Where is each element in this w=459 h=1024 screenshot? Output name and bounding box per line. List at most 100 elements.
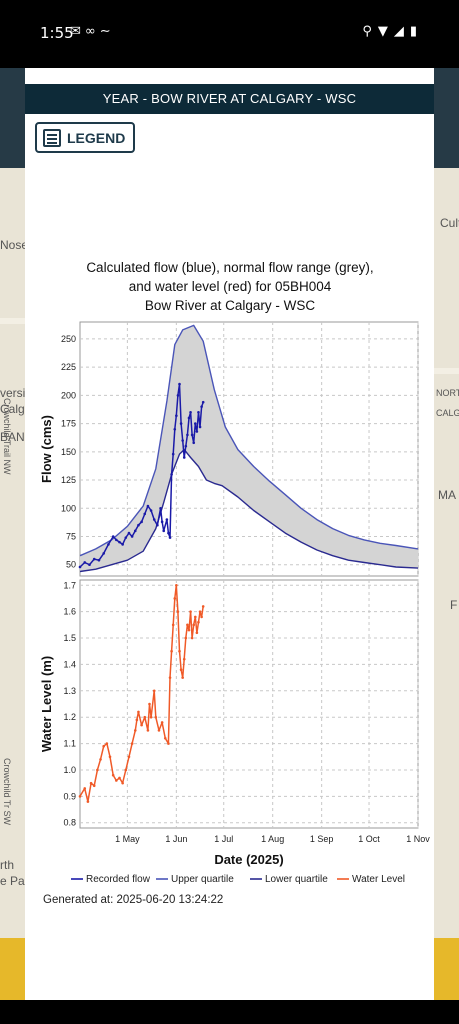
map-label: CALGA [436,408,459,418]
x-tick-label: 1 Jun [165,834,187,844]
status-bar: 1:55 ✉∞∼ ⚲▼◢▮ [0,0,459,68]
y-tick-label: 1.7 [63,580,76,590]
y-tick-label: 1.1 [63,739,76,749]
water-level-point [140,723,143,727]
water-level-point [173,597,177,600]
water-level-point [168,676,172,679]
system-status-icons: ⚲▼◢▮ [362,24,423,39]
water-level-point [197,620,200,624]
water-level-point [111,773,115,777]
water-level-point [130,742,134,745]
recorded-flow-point [173,427,177,431]
water-level-point [201,605,205,608]
upper-quartile-line [79,324,419,557]
y-tick-label: 1.6 [63,607,76,617]
recorded-flow-point [201,400,205,404]
legend-item-label: Lower quartile [265,874,328,885]
recorded-flow-point [159,506,162,510]
recorded-flow-point [178,382,181,386]
legend-button[interactable]: LEGEND [35,122,135,153]
recorded-flow-point [179,422,183,425]
y-tick-label: 75 [66,531,76,541]
legend-item-label: Recorded flow [86,874,151,885]
recorded-flow-point [149,509,153,512]
recorded-flow-point [92,557,96,561]
water-level-point [86,800,90,803]
water-level-point [160,721,164,724]
water-level-point [108,755,112,759]
chart-title-line: and water level (red) for 05BH004 [129,279,332,294]
y-tick-label: 175 [61,419,76,429]
map-label: versi [0,386,26,400]
y-tick-label: 1.3 [63,686,76,696]
water-level-point [192,623,196,627]
water-level-point [124,768,128,772]
y-tick-label: 1.2 [63,712,76,722]
water-level-point [193,615,197,619]
normal-range-area [80,325,418,572]
water-level-point [163,736,167,740]
recorded-flow-point [102,552,105,555]
legend-item-label: Water Level [352,874,405,885]
water-level-point [186,623,189,627]
recorded-flow-point [193,422,197,425]
water-level-point [200,615,203,619]
recorded-flow-point [127,531,131,535]
hydrograph-chart: Calculated flow (blue), normal flow rang… [39,260,430,885]
map-label: NORTH [436,388,459,398]
map-label: rth [0,858,15,872]
recorded-flow-point [121,543,124,546]
recorded-flow-point [175,414,178,417]
recorded-flow-point [167,531,170,535]
recorded-flow-point [146,504,150,508]
recorded-flow-point [133,529,137,533]
recorded-flow-point [168,536,172,539]
y-tick-label: 125 [61,475,76,485]
level-axis-label: Water Level (m) [39,656,54,752]
water-level-point [154,715,158,719]
recorded-flow-point [192,441,196,445]
recorded-flow-point [189,411,192,414]
water-level-point [189,610,192,613]
recorded-flow-point [156,523,159,527]
recorded-flow-point [130,535,134,538]
water-level-point [99,758,102,761]
recorded-flow-point [176,394,180,397]
water-level-point [78,795,82,798]
map-label: BANK [0,430,33,444]
water-level-point [105,742,109,745]
chart-title-line: Bow River at Calgary - WSC [145,298,316,313]
recorded-flow-point [171,452,175,456]
y-tick-label: 225 [61,362,76,372]
water-level-point [167,742,170,745]
water-level-point [149,715,153,719]
legend-item-label: Upper quartile [171,874,234,885]
recorded-flow-point [97,558,101,562]
water-level-point [92,784,96,788]
water-level-point [187,628,191,632]
chart-modal: YEAR - BOW RIVER AT CALGARY - WSC LEGEND… [25,68,434,1000]
navigation-bar [0,1000,459,1024]
water-level-point [121,781,124,785]
x-tick-label: 1 May [115,834,140,844]
recorded-flow-point [182,456,186,459]
water-level-point [190,636,194,640]
recorded-flow-point [107,543,110,546]
recorded-flow-point [140,520,143,524]
water-level-point [184,636,188,640]
water-level-point [157,729,161,732]
x-tick-label: 1 Jul [214,834,233,844]
water-level-point [171,623,175,627]
y-tick-label: 250 [61,334,76,344]
water-level-point [178,649,181,653]
map-label: F [450,598,458,612]
recorded-flow-point [200,405,203,408]
lower-quartile-line [79,448,419,573]
water-level-point [148,702,151,706]
modal-title: YEAR - BOW RIVER AT CALGARY - WSC [25,84,434,114]
map-label: Crowchild Tr SW [2,758,12,826]
recorded-flow-point [198,425,202,429]
water-level-point [118,776,121,780]
water-level-point [115,779,118,782]
y-tick-label: 150 [61,447,76,457]
